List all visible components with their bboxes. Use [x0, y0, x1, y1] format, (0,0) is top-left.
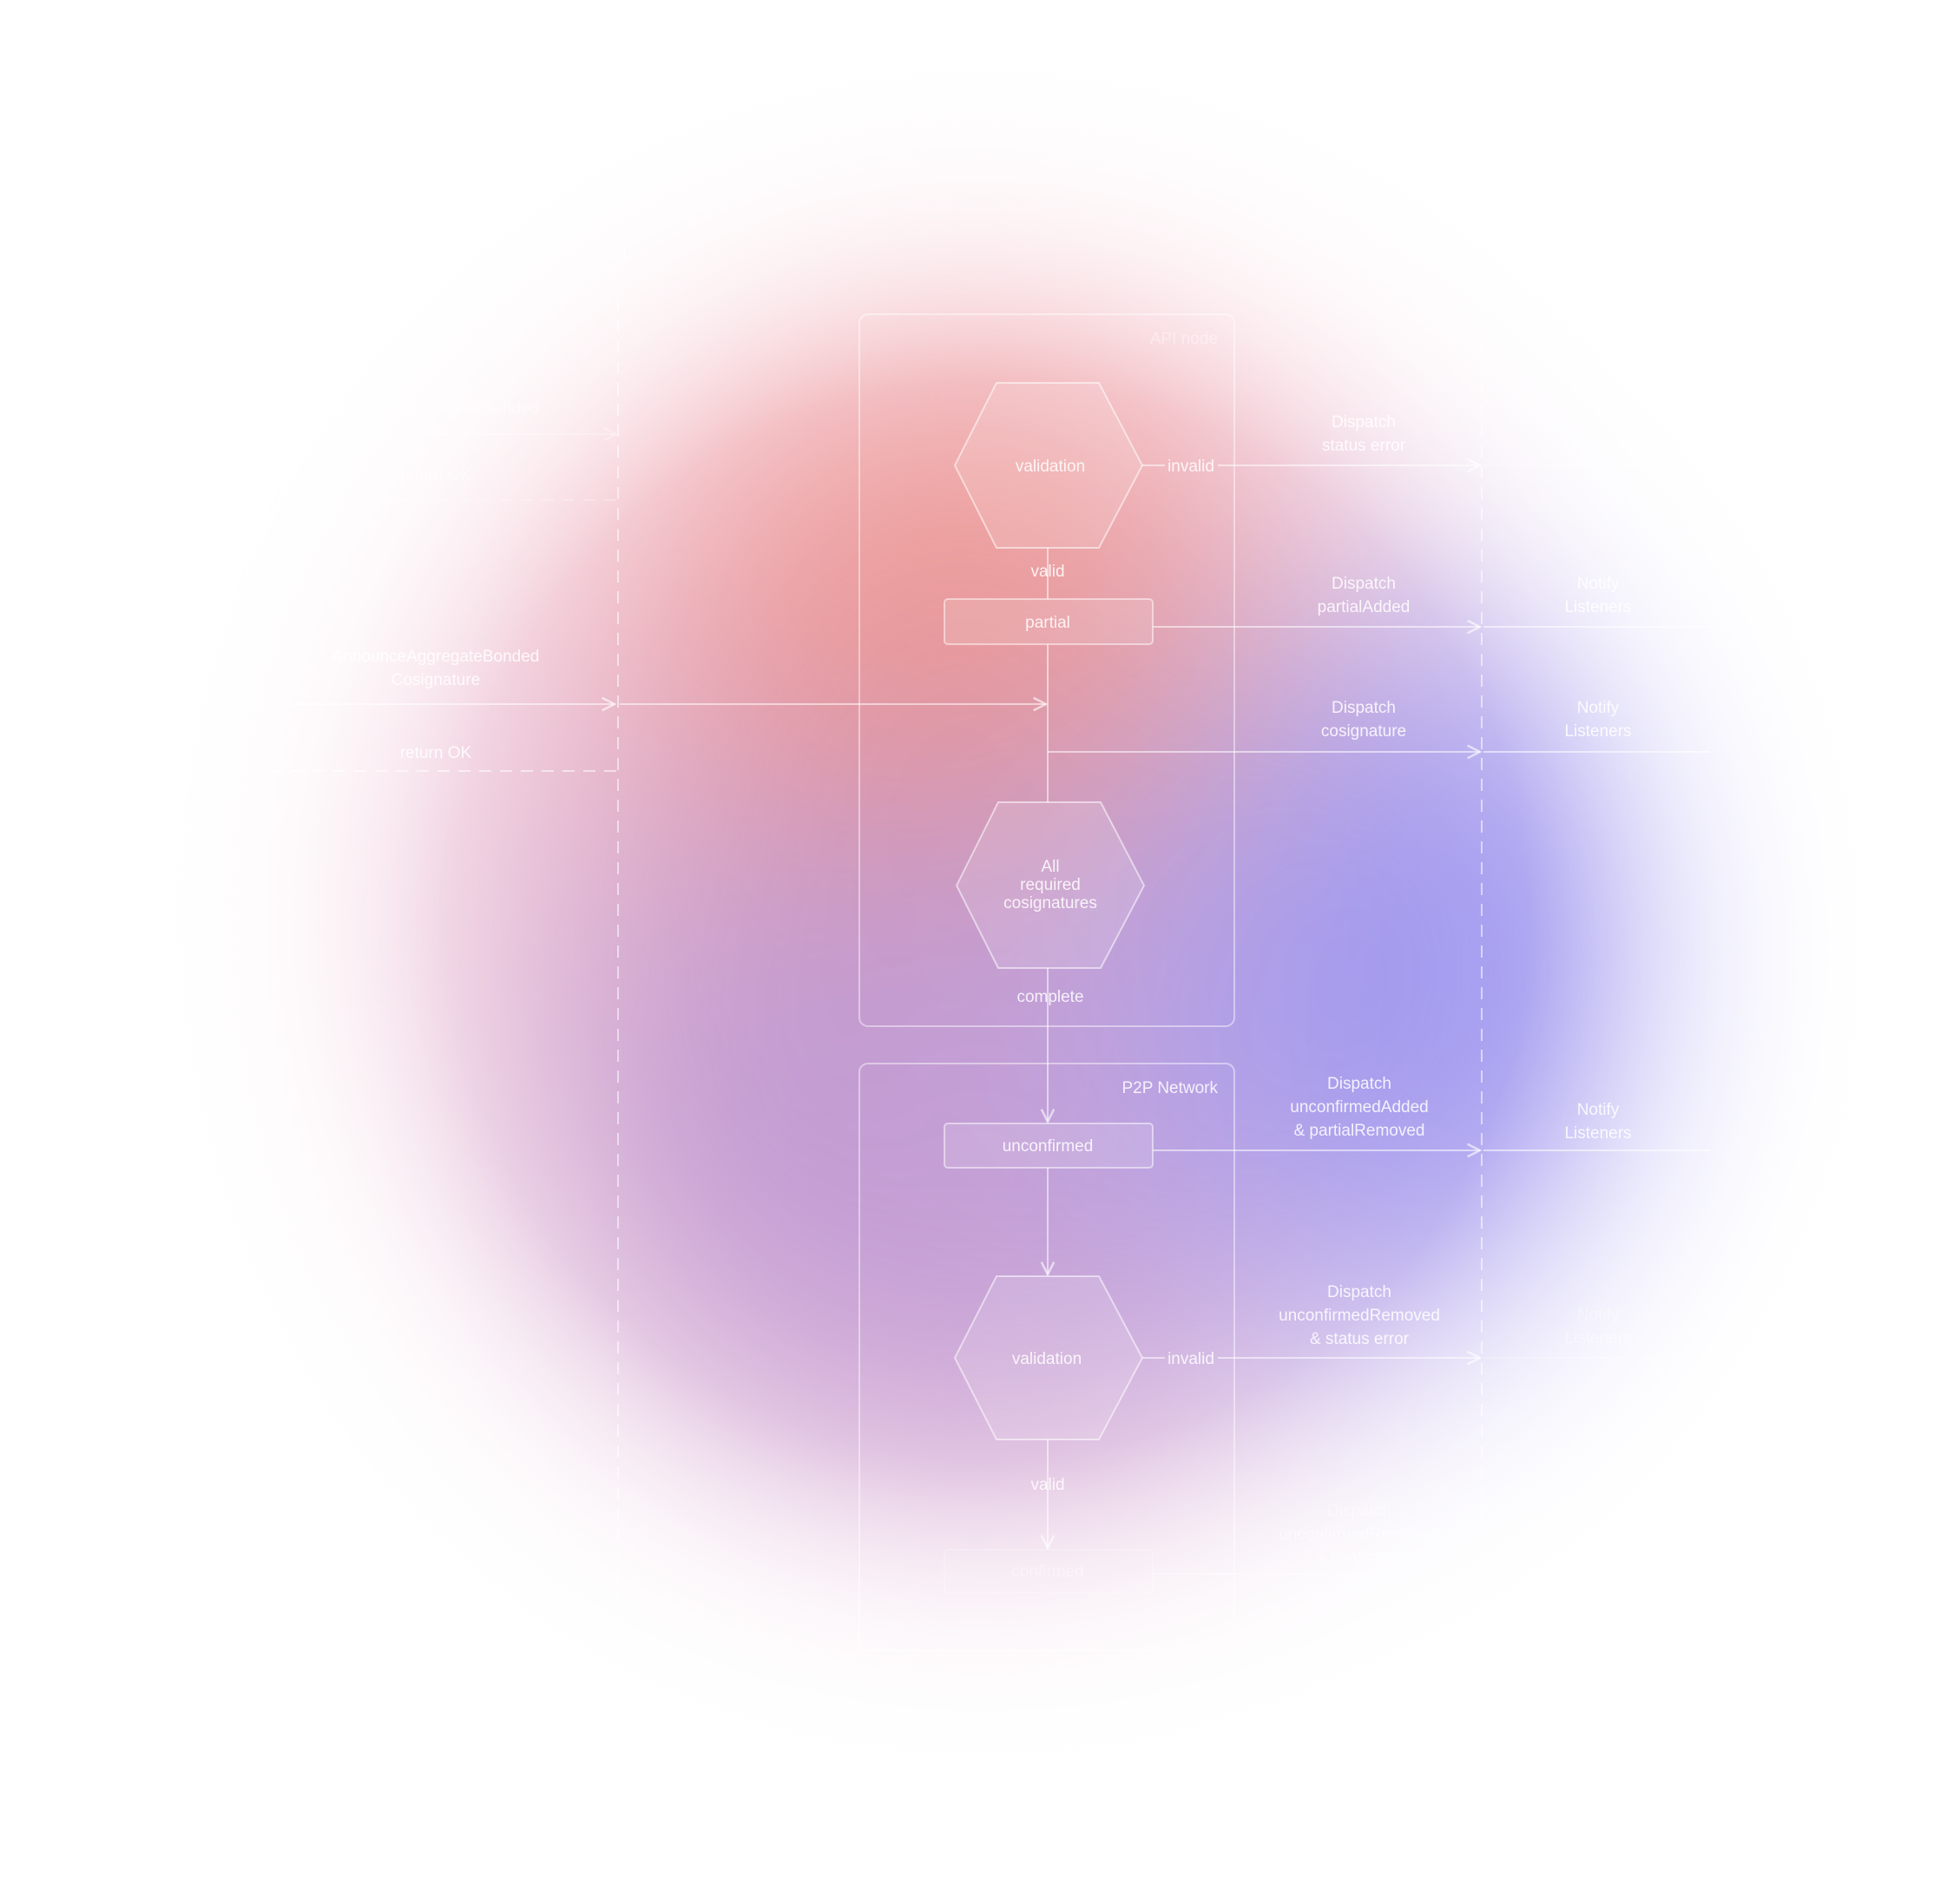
dispatch-cosignature: Dispatch cosignature: [1048, 699, 1480, 752]
edge-label-invalid-bottom: invalid: [1167, 1350, 1214, 1368]
dispatch-unconfirmed-removed-error-line3: & status error: [1310, 1330, 1410, 1348]
dispatch-unconfirmed-added: Dispatch unconfirmedAdded & partialRemov…: [1153, 1075, 1480, 1150]
validation-node-bottom: validation: [953, 1275, 1144, 1440]
notify-2-line2: Listeners: [1564, 598, 1631, 616]
response-label-return-ok-1: return OK: [400, 466, 472, 484]
request-announce-bonded: AnnounceAggregateBonded: [260, 399, 616, 434]
p2p-network-label: P2P Network: [1121, 1079, 1218, 1097]
unconfirmed-node: unconfirmed: [944, 1123, 1154, 1169]
all-required-line1: All: [1041, 858, 1059, 876]
request-label-cosignature-line1: AnnounceAggregateBonded: [332, 648, 540, 666]
dispatch-unconfirmed-removed-confirmed: Dispatch unconfirmedRemoved & confirmed: [1153, 1502, 1480, 1574]
dispatch-cosignature-line2: cosignature: [1321, 722, 1406, 741]
validation-node-top: validation: [953, 382, 1144, 549]
notify-1-line1: Notify: [1577, 413, 1620, 431]
notify-3-line2: Listeners: [1564, 722, 1631, 741]
all-required-line3: cosignatures: [1003, 894, 1097, 912]
dispatch-unconfirmed-removed-confirmed-line3: & confirmed: [1315, 1549, 1403, 1567]
notify-listeners-3: Notify Listeners: [1483, 699, 1710, 753]
validation-bottom-label: validation: [1012, 1350, 1082, 1368]
dispatch-unconfirmed-removed-error-line1: Dispatch: [1327, 1283, 1391, 1301]
confirmed-label: confirmed: [1011, 1563, 1083, 1581]
request-label-announce-bonded: AnnounceAggregateBonded: [332, 399, 540, 418]
dispatch-status-error-line1: Dispatch: [1332, 413, 1396, 431]
notify-listeners-2: Notify Listeners: [1483, 575, 1710, 628]
response-label-return-ok-2: return OK: [400, 744, 472, 762]
dispatch-unconfirmed-removed-error-line2: unconfirmedRemoved: [1279, 1307, 1440, 1325]
notify-listeners-4: Notify Listeners: [1483, 1101, 1710, 1151]
response-return-ok-2: return OK: [252, 744, 616, 772]
dispatch-status-error: invalid Dispatch status error: [1142, 413, 1480, 476]
notify-5-line2: Listeners: [1564, 1329, 1631, 1347]
dispatch-partial-added-line1: Dispatch: [1332, 575, 1396, 593]
notify-4-line2: Listeners: [1564, 1124, 1631, 1143]
edge-label-valid-bottom: valid: [1030, 1476, 1064, 1494]
edge-label-complete: complete: [1016, 988, 1083, 1006]
dispatch-partial-added-line2: partialAdded: [1318, 598, 1411, 616]
partial-label: partial: [1025, 614, 1070, 632]
edge-label-invalid-top: invalid: [1167, 458, 1214, 476]
dispatch-unconfirmed-removed-confirmed-line1: Dispatch: [1327, 1502, 1391, 1520]
dispatch-status-error-line2: status error: [1322, 437, 1406, 455]
api-node-label: API node: [1150, 330, 1218, 348]
request-announce-cosignature: AnnounceAggregateBonded Cosignature: [252, 648, 1046, 704]
notify-4-line1: Notify: [1577, 1101, 1620, 1119]
notify-6-line1: Notify: [1577, 1522, 1620, 1540]
http-lifeline: http: [590, 244, 720, 1606]
notify-1-line2: Listeners: [1564, 437, 1631, 455]
edge-label-valid-top: valid: [1030, 563, 1064, 581]
all-required-line2: required: [1020, 876, 1081, 894]
notify-6-line2: Listeners: [1564, 1545, 1631, 1564]
notify-5-line1: Notify: [1577, 1306, 1620, 1324]
dispatch-unconfirmed-added-line1: Dispatch: [1327, 1075, 1391, 1093]
dispatch-unconfirmed-removed-confirmed-line2: unconfirmedRemoved: [1279, 1525, 1440, 1544]
dispatch-unconfirmed-removed-error: invalid Dispatch unconfirmedRemoved & st…: [1142, 1283, 1480, 1368]
unconfirmed-label: unconfirmed: [1003, 1137, 1094, 1156]
notify-listeners-1: Notify Listeners: [1483, 413, 1710, 466]
notify-listeners-6: Notify Listeners: [1483, 1522, 1649, 1575]
dispatch-unconfirmed-added-line3: & partialRemoved: [1293, 1122, 1424, 1140]
confirmed-node: confirmed: [944, 1549, 1154, 1594]
http-label: http: [604, 244, 632, 262]
notify-listeners-5: Notify Listeners: [1483, 1306, 1710, 1359]
response-return-ok-1: return OK: [260, 466, 616, 501]
partial-node: partial: [944, 598, 1154, 645]
dispatch-cosignature-line1: Dispatch: [1332, 699, 1396, 717]
dispatch-partial-added: Dispatch partialAdded: [1153, 575, 1480, 627]
notify-2-line1: Notify: [1577, 575, 1620, 593]
dispatch-unconfirmed-added-line2: unconfirmedAdded: [1290, 1098, 1429, 1117]
notify-3-line1: Notify: [1577, 699, 1620, 717]
all-required-cosignatures-node: All required cosignatures: [955, 801, 1146, 969]
request-label-cosignature-line2: Cosignature: [391, 671, 480, 689]
validation-top-label: validation: [1016, 458, 1085, 476]
